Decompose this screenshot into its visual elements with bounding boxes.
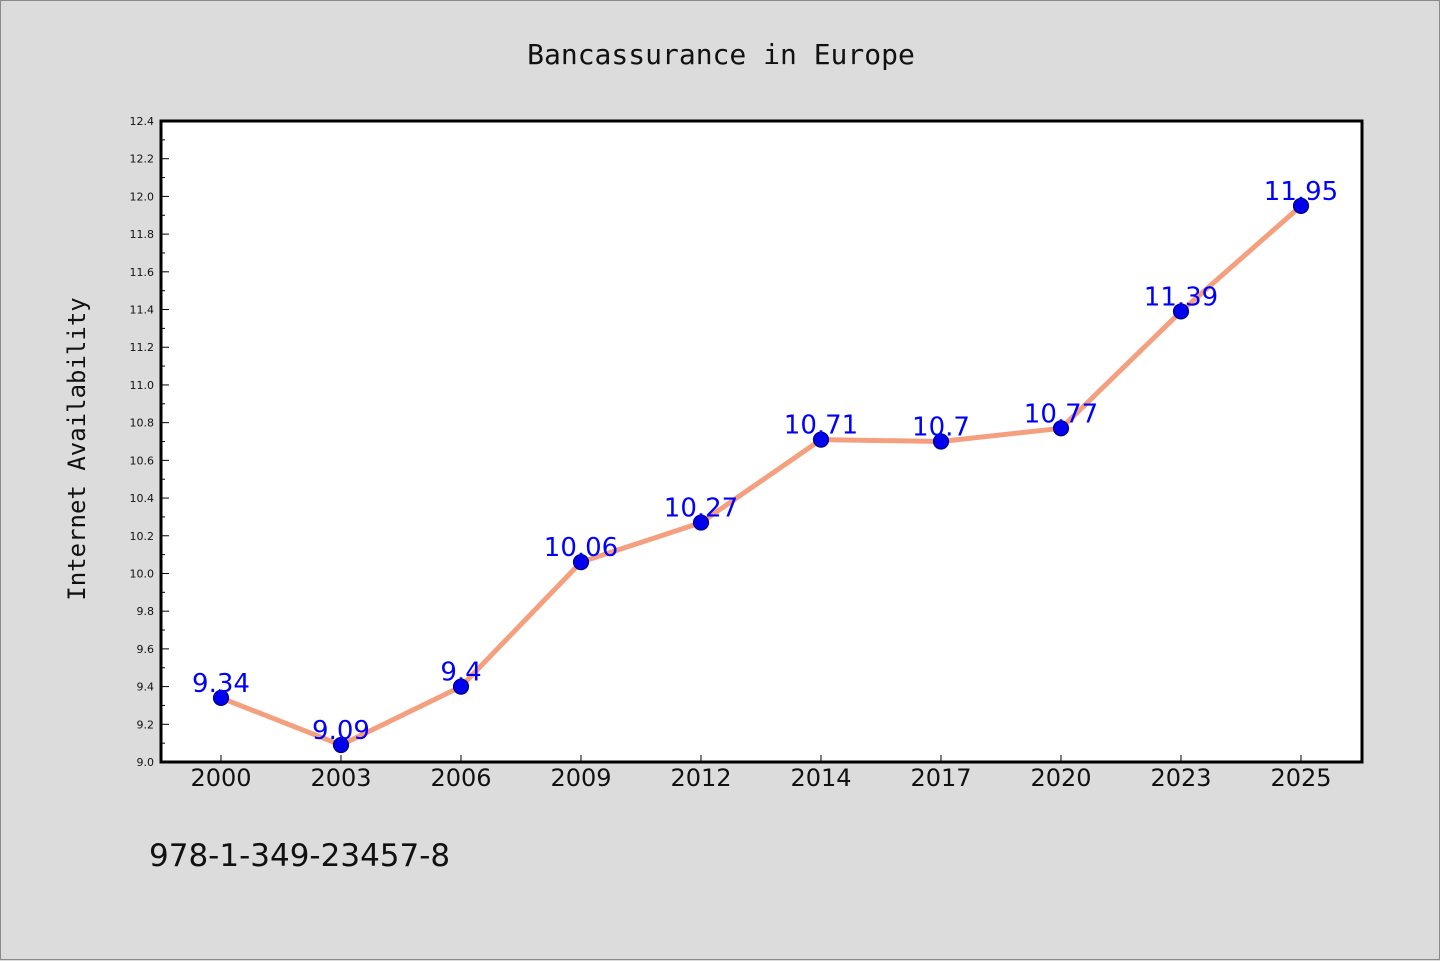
x-tick-label: 2009 — [550, 764, 611, 792]
y-tick-label: 10.0 — [130, 567, 155, 580]
data-label: 10.77 — [1024, 399, 1098, 429]
y-tick-label: 11.0 — [130, 379, 155, 392]
y-axis-ticks: 9.0 9.2 9.4 9.6 9.8 10.0 10.2 10.4 10.6 10.8 11.0 1… — [130, 115, 169, 769]
y-tick-label: 12.4 — [130, 115, 155, 128]
plot-border — [159, 119, 1364, 764]
y-tick-label: 10.8 — [130, 417, 155, 430]
data-point — [1292, 197, 1310, 214]
data-point — [1052, 420, 1070, 437]
data-point — [572, 554, 590, 571]
data-point — [1172, 303, 1190, 320]
data-point — [932, 433, 950, 450]
y-tick-label: 11.2 — [130, 341, 155, 354]
x-axis-ticks: 2000 2003 2006 2009 2012 2014 2017 2020 2023 2025 — [190, 755, 1332, 792]
y-tick-label: 10.2 — [130, 530, 155, 543]
x-tick-label: 2012 — [670, 764, 731, 792]
y-axis-label: Internet Availability — [63, 297, 91, 600]
y-tick-label: 11.8 — [130, 228, 155, 241]
y-tick-label: 10.6 — [130, 454, 155, 467]
y-tick-label: 9.8 — [137, 605, 155, 618]
x-tick-label: 2000 — [190, 764, 251, 792]
y-tick-label: 11.4 — [130, 304, 155, 317]
data-label: 10.7 — [912, 413, 970, 443]
data-label: 10.06 — [544, 533, 618, 563]
y-tick-label: 12.0 — [130, 190, 155, 203]
data-label: 9.09 — [312, 716, 370, 746]
series-line — [218, 203, 1304, 748]
x-tick-label: 2014 — [790, 764, 851, 792]
x-tick-label: 2003 — [310, 764, 371, 792]
data-label: 10.27 — [664, 494, 738, 524]
x-tick-label: 2023 — [1150, 764, 1211, 792]
chart-title: Bancassurance in Europe — [527, 38, 915, 71]
x-tick-label: 2006 — [430, 764, 491, 792]
series-layer: 9.34 9.09 9.4 10.06 10.27 10.71 10.7 10.77 11.39… — [192, 177, 1338, 754]
plot-area — [161, 121, 1362, 762]
isbn-label: 978-1-349-23457-8 — [149, 838, 450, 874]
y-tick-label: 9.6 — [137, 643, 155, 656]
data-label: 10.71 — [784, 411, 858, 441]
data-label: 11.39 — [1144, 282, 1218, 312]
x-tick-label: 2017 — [910, 764, 971, 792]
data-point — [452, 678, 470, 695]
data-point — [212, 689, 230, 707]
data-point — [692, 514, 710, 531]
y-tick-label: 9.0 — [137, 756, 155, 769]
y-tick-label: 9.4 — [137, 681, 155, 694]
data-point — [332, 736, 350, 754]
data-label: 9.4 — [440, 658, 481, 688]
y-tick-label: 12.2 — [130, 153, 155, 166]
data-label: 9.34 — [192, 669, 250, 699]
y-tick-label: 9.2 — [137, 718, 155, 731]
data-label: 11.95 — [1264, 177, 1338, 207]
data-point — [812, 431, 830, 448]
y-tick-label: 10.4 — [130, 492, 155, 505]
x-tick-label: 2020 — [1030, 764, 1091, 792]
x-tick-label: 2025 — [1270, 764, 1331, 792]
y-tick-label: 11.6 — [130, 266, 155, 279]
